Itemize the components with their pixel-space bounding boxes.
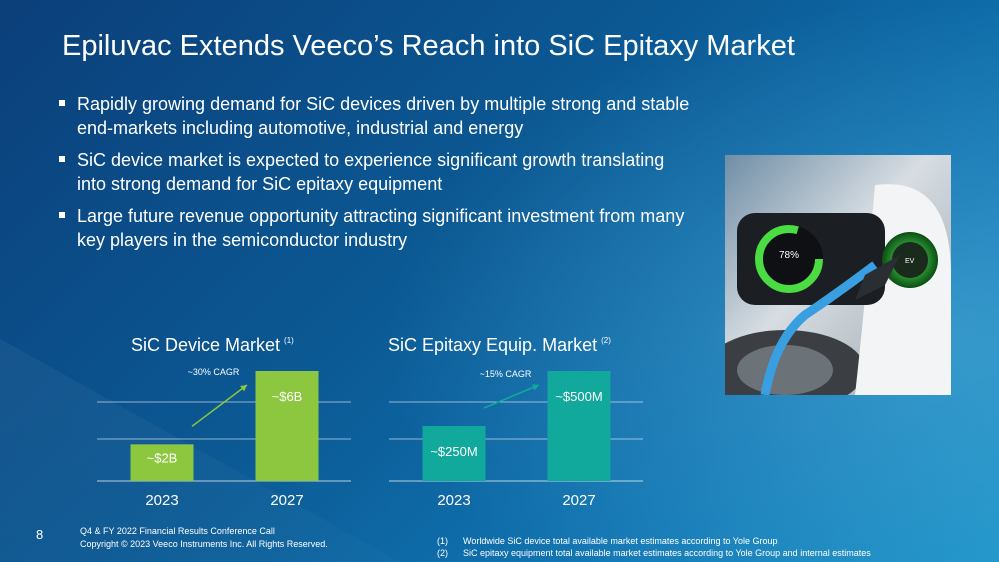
- bar-2027: [547, 371, 611, 481]
- footnotes: (1) Worldwide SiC device total available …: [437, 535, 871, 559]
- bullet-item: SiC device market is expected to experie…: [58, 148, 698, 196]
- bullet-list: Rapidly growing demand for SiC devices d…: [58, 92, 698, 260]
- data-label: ~$500M: [555, 389, 602, 404]
- data-label: ~$250M: [430, 444, 477, 459]
- bullet-text: SiC device market is expected to experie…: [77, 150, 665, 194]
- chart1-title-text: SiC Device Market: [131, 335, 281, 355]
- cagr-arrow-line: [191, 384, 248, 427]
- chart2-title: SiC Epitaxy Equip. Market (2): [388, 335, 611, 356]
- chart2-svg: ~$250M 2023 ~$500M 2027 ~15% CAGR: [389, 369, 643, 509]
- cagr-annotation: ~30% CAGR: [188, 367, 240, 377]
- footer-text: Q4 & FY 2022 Financial Results Conferenc…: [80, 525, 328, 551]
- bullet-item: Rapidly growing demand for SiC devices d…: [58, 92, 698, 140]
- footnote-1: (1) Worldwide SiC device total available …: [437, 535, 871, 547]
- bullet-square-icon: [59, 156, 65, 162]
- x-tick-label: 2027: [562, 492, 595, 509]
- chart1-svg: ~$2B 2023 ~$6B 2027 ~30% CAGR: [97, 367, 351, 509]
- footer-line-2: Copyright © 2023 Veeco Instruments Inc. …: [80, 539, 328, 549]
- cagr-annotation: ~15% CAGR: [480, 369, 532, 379]
- cagr-arrow-head-icon: [240, 385, 247, 392]
- charge-percent-text: 78%: [779, 250, 799, 261]
- bullet-text: Large future revenue opportunity attract…: [77, 206, 685, 250]
- page-number: 8: [36, 527, 44, 542]
- x-tick-label: 2023: [145, 492, 178, 509]
- chart2-footnote-ref: (2): [601, 336, 611, 345]
- ev-charger-illustration: 78% EV: [725, 155, 951, 395]
- bar-2027: [255, 371, 319, 481]
- bullet-square-icon: [59, 100, 65, 106]
- ev-charging-photo: 78% EV: [725, 155, 951, 395]
- x-tick-label: 2027: [270, 492, 303, 509]
- chart2-title-text: SiC Epitaxy Equip. Market: [388, 335, 598, 355]
- slide-title: Epiluvac Extends Veeco’s Reach into SiC …: [62, 30, 795, 62]
- chart1-footnote-ref: (1): [284, 336, 294, 345]
- footnote-text: Worldwide SiC device total available mar…: [463, 536, 778, 546]
- cagr-arrow-head-icon: [532, 384, 539, 391]
- footnote-2: (2) SiC epitaxy equipment total available…: [437, 547, 871, 559]
- bar-2023: [130, 444, 194, 481]
- bullet-text: Rapidly growing demand for SiC devices d…: [77, 94, 690, 138]
- footnote-text: SiC epitaxy equipment total available ma…: [463, 548, 871, 558]
- footnote-number: (1): [437, 536, 448, 546]
- x-tick-label: 2023: [437, 492, 470, 509]
- footnote-number: (2): [437, 548, 448, 558]
- footer-line-1: Q4 & FY 2022 Financial Results Conferenc…: [80, 526, 275, 536]
- cagr-arrow-line: [483, 384, 540, 409]
- chart1-title: SiC Device Market (1): [131, 335, 294, 356]
- data-label: ~$6B: [272, 389, 303, 404]
- bullet-square-icon: [59, 212, 65, 218]
- data-label: ~$2B: [147, 450, 178, 465]
- ev-badge-text: EV: [905, 258, 915, 265]
- bar-2023: [422, 426, 486, 481]
- bullet-item: Large future revenue opportunity attract…: [58, 204, 698, 252]
